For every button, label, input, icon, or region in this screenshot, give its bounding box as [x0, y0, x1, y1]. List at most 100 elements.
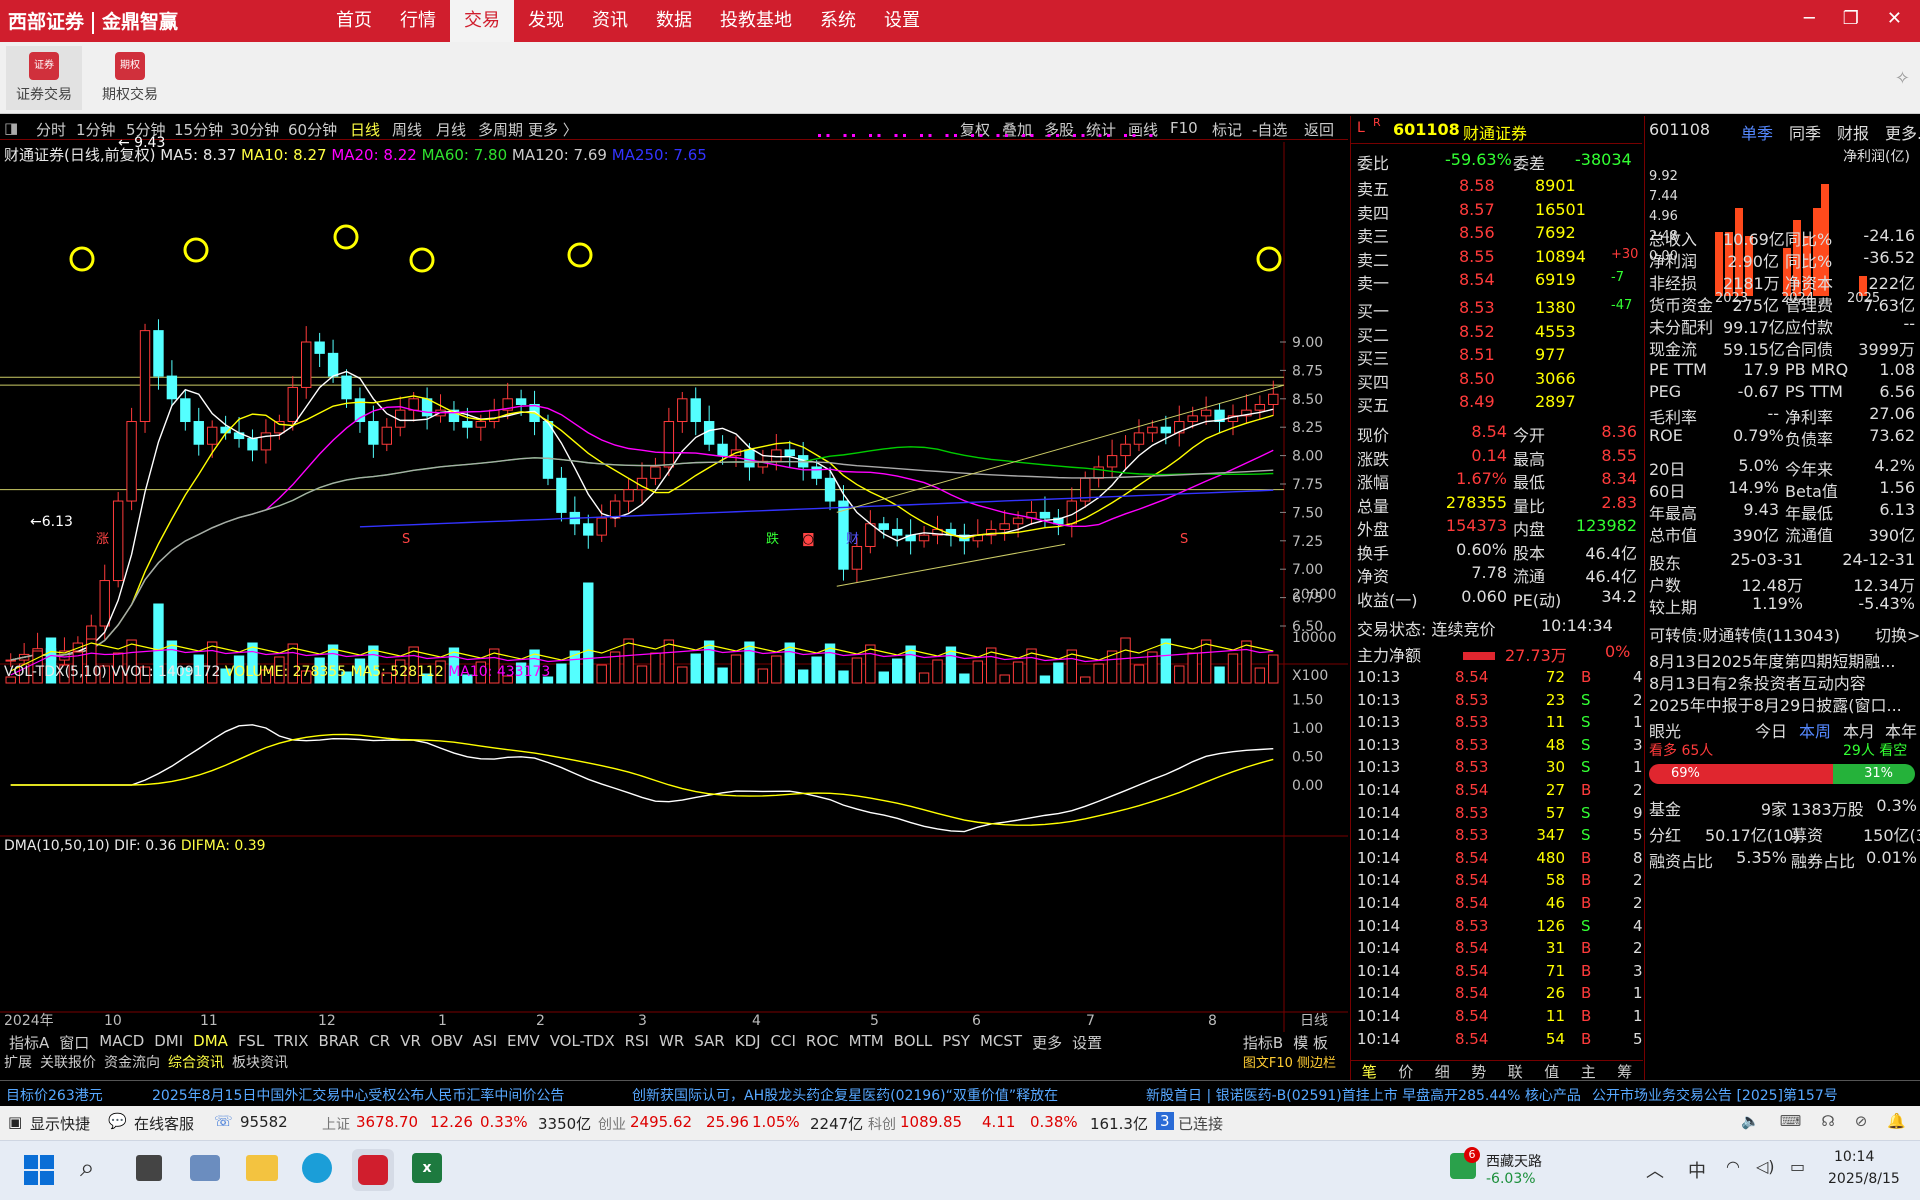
news-item[interactable]: 2025年中报于8月29日披露(窗口...: [1649, 696, 1902, 715]
chart-tool-2[interactable]: 多股: [1044, 121, 1075, 139]
indicator-tab-20[interactable]: MTM: [848, 1032, 884, 1050]
ticker-item[interactable]: 新股首日 | 银诺医药-B(02591)首挂上市 早盘高开285.44% 核心产…: [1146, 1088, 1581, 1104]
app-icon[interactable]: [190, 1155, 220, 1181]
indicator-tab-18[interactable]: CCI: [770, 1032, 796, 1050]
eyes-tab[interactable]: 今日: [1755, 722, 1788, 741]
indicator-tab-11[interactable]: ASI: [472, 1032, 497, 1050]
wifi-icon[interactable]: ◠: [1726, 1157, 1740, 1176]
ticker-item[interactable]: 创新获国际认可，AH股龙头药企复星医药(02196)“双重价值”释放在: [632, 1088, 1059, 1104]
indicator-tab-7[interactable]: BRAR: [318, 1032, 360, 1050]
period-tab-1[interactable]: 1分钟: [76, 121, 116, 139]
eyes-tab[interactable]: 本周: [1799, 722, 1832, 741]
minimize-button[interactable]: ─: [1803, 8, 1815, 29]
folder-icon[interactable]: [246, 1155, 278, 1181]
headset-icon[interactable]: ☊: [1821, 1112, 1835, 1130]
period-tab-7[interactable]: 周线: [392, 121, 423, 139]
show-quick-button[interactable]: 显示快捷: [30, 1115, 91, 1133]
menu-item-5[interactable]: 数据: [656, 10, 692, 31]
indicator-tab-1[interactable]: 窗口: [59, 1034, 90, 1052]
eyes-tab[interactable]: 本月: [1843, 722, 1876, 741]
kline-svg[interactable]: 9.00 8.75 8.50 8.25 8.00 7.75 7.50 7.25 7.00 6.75…: [0, 116, 1348, 1086]
chart-tool-0[interactable]: 复权: [960, 121, 991, 139]
template-tab[interactable]: 模 板: [1293, 1034, 1328, 1052]
tick-tab-4[interactable]: 联: [1507, 1063, 1523, 1081]
indicator-tab-12[interactable]: EMV: [507, 1032, 540, 1050]
convertible-bond-link[interactable]: 可转债:财通转债(113043): [1649, 626, 1840, 645]
tick-tab-6[interactable]: 主: [1580, 1063, 1596, 1081]
f10-tab-3[interactable]: 更多...: [1885, 124, 1920, 143]
f10-sidebar-link[interactable]: 图文F10 侧边栏: [1242, 1056, 1336, 1071]
excel-icon[interactable]: x: [412, 1153, 442, 1183]
period-tab-9[interactable]: 多周期: [478, 121, 524, 139]
f10-tab-2[interactable]: 财报: [1837, 124, 1870, 143]
indicator-tab-22[interactable]: PSY: [942, 1032, 970, 1050]
indicator-tab-15[interactable]: WR: [658, 1032, 685, 1050]
indicator-tab-4[interactable]: DMA: [193, 1032, 228, 1050]
search-icon[interactable]: ⌕: [80, 1153, 95, 1183]
task-view-icon[interactable]: [136, 1155, 162, 1181]
indicator-tab-23[interactable]: MCST: [979, 1032, 1023, 1050]
battery-icon[interactable]: ▭: [1790, 1157, 1806, 1176]
indicator-tab-24[interactable]: 更多: [1032, 1034, 1063, 1052]
ticker-item[interactable]: 目标价263港元: [6, 1088, 103, 1104]
menu-item-3[interactable]: 发现: [528, 10, 564, 31]
chart-tool-6[interactable]: 标记: [1212, 121, 1243, 139]
sub-tab-3[interactable]: 综合资讯: [168, 1055, 224, 1071]
volume-icon[interactable]: ◁): [1756, 1157, 1775, 1176]
period-tab-5[interactable]: 60分钟: [288, 121, 338, 139]
menu-item-8[interactable]: 设置: [884, 10, 920, 31]
indicator-tab-25[interactable]: 设置: [1072, 1034, 1103, 1052]
indicator-tab-17[interactable]: KDJ: [734, 1032, 761, 1050]
windows-start-icon[interactable]: [24, 1155, 54, 1185]
chart-tool-8[interactable]: 返回: [1304, 121, 1335, 139]
tick-tab-7[interactable]: 筹: [1617, 1063, 1633, 1081]
sub-tab-2[interactable]: 资金流向: [104, 1055, 160, 1071]
ime-indicator[interactable]: 中: [1688, 1161, 1706, 1182]
tick-tab-5[interactable]: 值: [1544, 1063, 1560, 1081]
chevron-up-icon[interactable]: ︿: [1646, 1161, 1664, 1182]
tick-tab-1[interactable]: 价: [1398, 1063, 1414, 1081]
indicator-tab-10[interactable]: OBV: [430, 1032, 463, 1050]
f10-tab-0[interactable]: 单季: [1741, 124, 1774, 143]
securities-trade-button[interactable]: 证券 证券交易: [6, 46, 82, 110]
indicator-tab-0[interactable]: 指标A: [9, 1034, 50, 1052]
f10-tab-1[interactable]: 同季: [1789, 124, 1822, 143]
chart-tool-5[interactable]: F10: [1170, 119, 1198, 137]
online-service-button[interactable]: 在线客服: [134, 1115, 195, 1133]
sub-tab-1[interactable]: 关联报价: [40, 1055, 96, 1071]
indicator-tab-16[interactable]: SAR: [694, 1032, 725, 1050]
indicator-tab-13[interactable]: VOL-TDX: [549, 1032, 615, 1050]
tick-tab-0[interactable]: 笔: [1361, 1063, 1377, 1081]
pin-icon[interactable]: ✧: [1894, 68, 1910, 89]
switch-link[interactable]: 切换>: [1875, 626, 1920, 645]
period-tab-0[interactable]: 分时: [36, 121, 67, 139]
options-trade-button[interactable]: 期权 期权交易: [92, 46, 168, 110]
close-button[interactable]: ✕: [1886, 8, 1902, 29]
period-tab-8[interactable]: 月线: [436, 121, 467, 139]
period-tab-3[interactable]: 15分钟: [174, 121, 224, 139]
keyboard-icon[interactable]: ⌨: [1779, 1112, 1802, 1130]
period-tab-6[interactable]: 日线: [350, 121, 381, 139]
indicator-tab-5[interactable]: FSL: [237, 1032, 265, 1050]
tick-tab-2[interactable]: 细: [1434, 1063, 1450, 1081]
menu-item-2[interactable]: 交易: [450, 0, 514, 42]
indicator-tab-14[interactable]: RSI: [624, 1032, 649, 1050]
indicator-tab-8[interactable]: CR: [369, 1032, 391, 1050]
indicator-tab-19[interactable]: ROC: [805, 1032, 839, 1050]
indicator-tab-6[interactable]: TRIX: [274, 1032, 309, 1050]
bear-bar[interactable]: 31%: [1832, 764, 1915, 784]
menu-item-7[interactable]: 系统: [820, 10, 856, 31]
ticker-item[interactable]: 公开市场业务交易公告 [2025]第157号: [1592, 1088, 1838, 1104]
bell-icon[interactable]: 🔔: [1887, 1112, 1906, 1130]
indicator-tab-2[interactable]: MACD: [99, 1032, 145, 1050]
bull-bar[interactable]: 69%: [1649, 764, 1833, 784]
menu-item-6[interactable]: 投教基地: [720, 10, 792, 31]
news-item[interactable]: 8月13日2025年度第四期短期融...: [1649, 652, 1896, 671]
news-item[interactable]: 8月13日有2条投资者互动内容: [1649, 674, 1866, 693]
menu-item-4[interactable]: 资讯: [592, 10, 628, 31]
menu-item-0[interactable]: 首页: [336, 10, 372, 31]
period-tab-10[interactable]: 更多 〉: [528, 121, 578, 139]
sub-tab-4[interactable]: 板块资讯: [232, 1055, 288, 1071]
tick-tab-3[interactable]: 势: [1471, 1063, 1487, 1081]
panel-toggle-icon[interactable]: ◨: [4, 119, 19, 137]
